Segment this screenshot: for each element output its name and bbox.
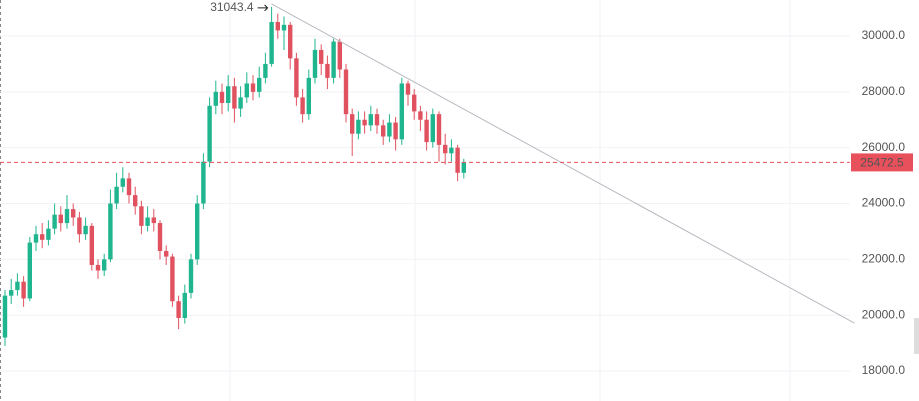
candle-body [33, 234, 39, 243]
candle-body [362, 119, 367, 126]
candle-body [139, 206, 144, 226]
high-annotation: 31043.4 [210, 0, 254, 14]
candle-body [83, 225, 88, 235]
candle-body [412, 94, 417, 112]
candle-body [164, 250, 169, 257]
candle-body [257, 77, 262, 92]
candle-body [52, 214, 57, 229]
candle-body [281, 24, 287, 31]
candle-body [226, 86, 231, 104]
candle-body [374, 114, 380, 126]
y-tick-label: 20000.0 [862, 307, 906, 321]
candle-body [151, 217, 156, 224]
candle-body [133, 195, 138, 207]
candle-body [27, 242, 32, 299]
candle-body [269, 22, 274, 64]
candle-body [356, 119, 361, 134]
candle-body [393, 122, 398, 140]
candle-body [126, 178, 132, 196]
candle-body [219, 91, 225, 104]
candle-body [263, 63, 268, 78]
candle-body [9, 290, 14, 296]
candle-body [201, 161, 206, 204]
candle-body [325, 63, 330, 78]
candle-body [238, 97, 243, 109]
candle-body [170, 256, 175, 302]
candle-body [443, 144, 448, 154]
vertical-grid [229, 0, 791, 401]
candle-body [77, 217, 82, 235]
candle-body [275, 22, 280, 31]
candle-body [387, 122, 392, 137]
candle-body [108, 203, 113, 260]
candle-body [461, 162, 466, 173]
candle-body [195, 203, 200, 260]
y-tick-label: 26000.0 [862, 140, 906, 154]
candle-body [405, 83, 411, 95]
y-tick-label: 28000.0 [862, 84, 906, 98]
candle-body [15, 281, 20, 291]
candle-body [455, 147, 460, 173]
candle-body [120, 178, 125, 187]
y-tick-label: 22000.0 [862, 252, 906, 266]
candle-body [368, 114, 373, 126]
candle-body [350, 114, 355, 134]
candle-body [306, 77, 311, 115]
candle-body [294, 58, 299, 98]
candle-body [436, 114, 442, 145]
candle-body [381, 125, 386, 137]
candle-body [64, 209, 70, 224]
candle-body [145, 217, 150, 226]
candle-body [288, 24, 293, 59]
candle-body [58, 214, 63, 224]
candle-body [207, 105, 212, 162]
candle-body [213, 91, 218, 106]
candle-body [21, 281, 26, 299]
candle-body [157, 223, 163, 251]
candle-body [449, 147, 454, 154]
high-arrow [257, 4, 269, 12]
candle-body [114, 186, 119, 204]
candle-body [250, 83, 256, 92]
candle-body [188, 259, 194, 293]
candle-body [343, 69, 349, 115]
candle-body [331, 41, 336, 78]
candle-body [319, 49, 324, 64]
candle-body [418, 111, 423, 120]
candle-body [176, 301, 181, 318]
candle-body [430, 114, 435, 143]
last-price-box [851, 153, 913, 172]
scroll-handle[interactable] [914, 318, 919, 354]
y-tick-label: 30000.0 [862, 28, 906, 42]
candle-body [232, 86, 237, 109]
candle-body [71, 209, 76, 218]
candle-body [182, 292, 187, 318]
candle-body [424, 119, 429, 143]
y-tick-label: 24000.0 [862, 196, 906, 210]
candle-body [399, 83, 404, 140]
candle-body [2, 295, 8, 338]
candle-body [244, 83, 249, 98]
trendline [271, 3, 855, 324]
candle-body [312, 49, 318, 78]
candle-body [40, 234, 45, 240]
candle-body [95, 264, 101, 271]
candle-body [89, 225, 94, 265]
candle-body [46, 228, 51, 240]
candle-body [102, 259, 107, 271]
y-tick-label: 18000.0 [862, 363, 906, 377]
candle-body [337, 41, 342, 70]
candle-body [300, 97, 305, 115]
last-price-label: 25472.5 [860, 156, 904, 170]
